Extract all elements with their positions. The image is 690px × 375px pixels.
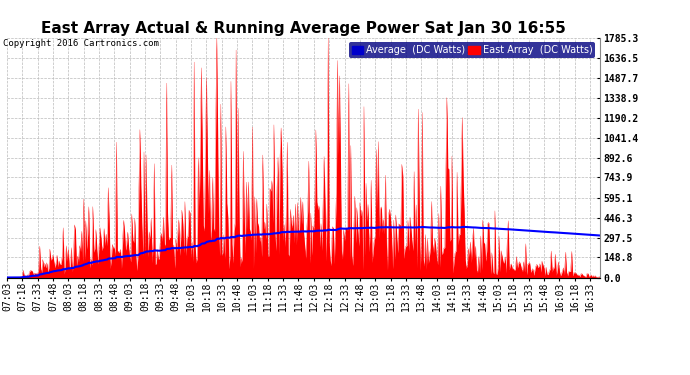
Title: East Array Actual & Running Average Power Sat Jan 30 16:55: East Array Actual & Running Average Powe… xyxy=(41,21,566,36)
Text: Copyright 2016 Cartronics.com: Copyright 2016 Cartronics.com xyxy=(3,39,159,48)
Legend: Average  (DC Watts), East Array  (DC Watts): Average (DC Watts), East Array (DC Watts… xyxy=(348,42,595,58)
